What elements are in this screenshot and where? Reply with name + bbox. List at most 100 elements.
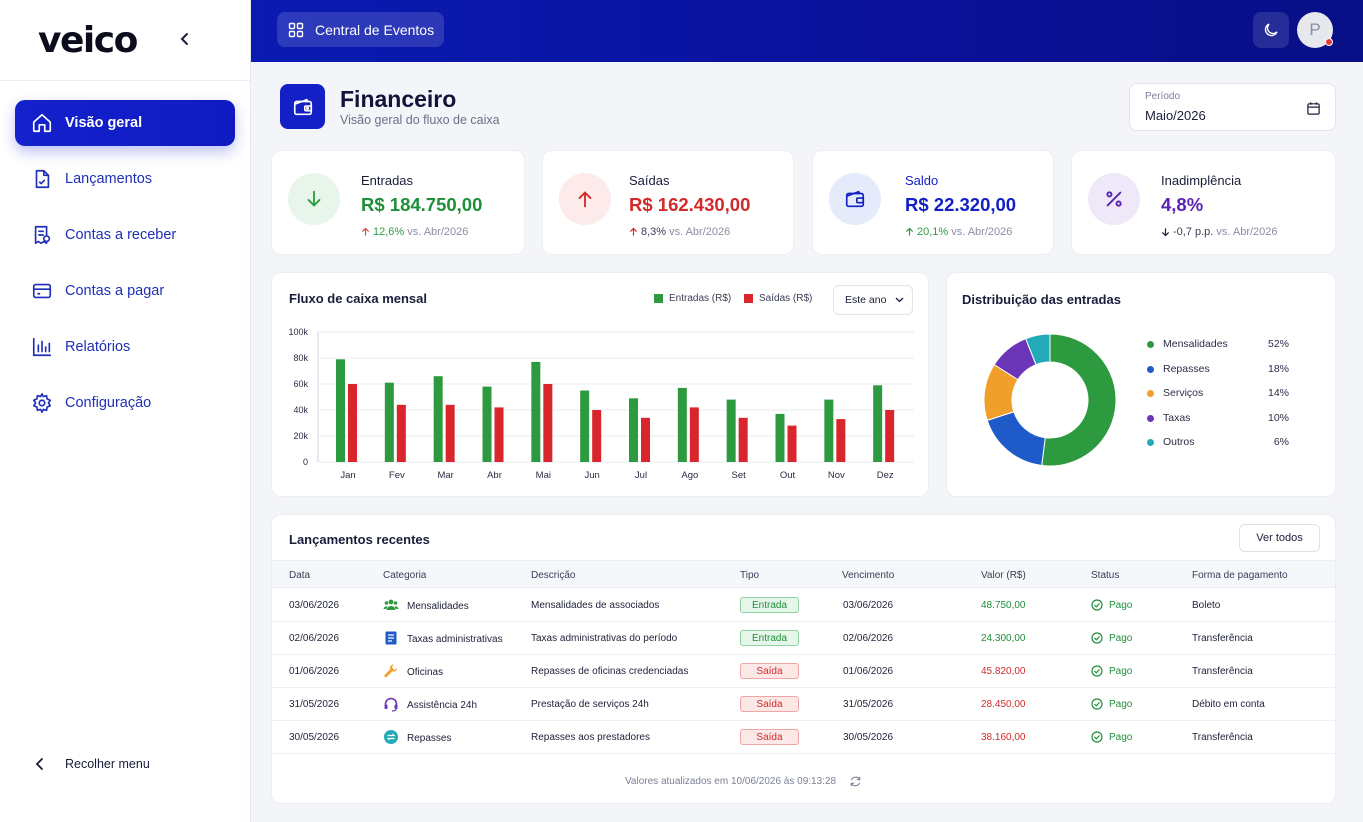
table-row[interactable]: 30/05/2026 Repasses Repasses aos prestad… — [272, 721, 1335, 754]
view-all-button[interactable]: Ver todos — [1239, 524, 1320, 552]
kpi-title: Entradas — [361, 173, 414, 188]
bar-saidas[interactable] — [592, 410, 602, 462]
sidebar-item-configuracao[interactable]: Configuração — [15, 380, 235, 426]
cell-date: 31/05/2026 — [289, 699, 340, 710]
status-badge: Pago — [1091, 731, 1132, 743]
user-avatar[interactable]: P — [1297, 12, 1333, 48]
bar-entradas[interactable] — [433, 376, 443, 462]
table-row[interactable]: 01/06/2026 Oficinas Repasses de oficinas… — [272, 655, 1335, 688]
sidebar-item-relatorios[interactable]: Relatórios — [15, 324, 235, 370]
bar-entradas[interactable] — [677, 387, 687, 462]
theme-toggle-button[interactable] — [1253, 12, 1289, 48]
category-label: Mensalidades — [407, 601, 469, 613]
distribution-label: Serviços — [1163, 387, 1204, 399]
sidebar-item-lancamentos[interactable]: Lançamentos — [15, 156, 235, 202]
cell-payment-method: Débito em conta — [1192, 699, 1265, 710]
distribution-pct: 14% — [1267, 387, 1289, 399]
table-row[interactable]: 03/06/2026 Mensalidades Mensalidades de … — [272, 589, 1335, 622]
cell-date: 03/06/2026 — [289, 600, 340, 611]
column-header[interactable]: Valor (R$) — [981, 570, 1026, 581]
table-row[interactable]: 02/06/2026 Taxas administrativas Taxas a… — [272, 622, 1335, 655]
bar-saidas[interactable] — [689, 407, 699, 462]
chevron-down-icon — [895, 297, 904, 303]
bar-saidas[interactable] — [543, 384, 553, 462]
kpi-delta-value: -0,7 p.p. — [1173, 226, 1214, 238]
cell-payment-method: Boleto — [1192, 600, 1221, 611]
column-header[interactable]: Vencimento — [842, 570, 895, 581]
cell-category: Mensalidades — [383, 599, 469, 613]
receivable-icon — [31, 224, 53, 246]
bar-entradas[interactable] — [531, 361, 541, 462]
table-row[interactable]: 31/05/2026 Assistência 24h Prestação de … — [272, 688, 1335, 721]
bar-saidas[interactable] — [348, 384, 357, 462]
bar-saidas[interactable] — [738, 417, 748, 462]
sidebar-item-visao-geral[interactable]: Visão geral — [15, 100, 235, 146]
bar-entradas[interactable] — [824, 399, 834, 462]
x-tick-label: Jun — [585, 470, 600, 481]
sidebar-item-label: Contas a receber — [65, 227, 177, 243]
wrench-icon — [384, 664, 398, 678]
home-icon — [31, 112, 53, 134]
cell-value: 24.300,00 — [981, 633, 1026, 644]
distribution-donut-chart — [983, 333, 1117, 467]
cell-value: 28.450,00 — [981, 699, 1026, 710]
bar-saidas[interactable] — [494, 407, 504, 462]
x-tick-label: Set — [732, 470, 747, 481]
cell-payment-method: Transferência — [1192, 732, 1253, 743]
collapse-menu-button[interactable]: Recolher menu — [33, 756, 150, 772]
bar-saidas[interactable] — [787, 425, 797, 462]
chart-title: Fluxo de caixa mensal — [289, 291, 428, 306]
donut-slice[interactable] — [986, 411, 1046, 467]
distribution-card: Distribuição das entradas Mensalidades 52… — [946, 272, 1336, 497]
kpi-title: Saldo — [905, 173, 939, 188]
bar-entradas[interactable] — [336, 359, 345, 462]
bar-saidas[interactable] — [885, 410, 895, 462]
bar-entradas[interactable] — [775, 413, 785, 462]
donut-slice[interactable] — [1041, 333, 1117, 467]
bar-saidas[interactable] — [836, 419, 846, 462]
bar-saidas[interactable] — [445, 404, 455, 462]
sidebar-item-contas-receber[interactable]: Contas a receber — [15, 212, 235, 258]
cell-due-date: 01/06/2026 — [843, 666, 894, 677]
donut-slice[interactable] — [1025, 333, 1051, 366]
bar-entradas[interactable] — [580, 390, 590, 463]
kpi-delta-value: 20,1% — [917, 226, 949, 238]
kpi-value: R$ 22.320,00 — [905, 194, 1017, 215]
bar-saidas[interactable] — [396, 404, 406, 462]
column-header[interactable]: Data — [289, 570, 311, 581]
kpi-title: Inadimplência — [1161, 173, 1242, 188]
column-header[interactable]: Descrição — [531, 570, 576, 581]
refresh-icon[interactable] — [849, 775, 862, 788]
bar-entradas[interactable] — [384, 382, 394, 462]
bar-entradas[interactable] — [873, 385, 883, 462]
last-updated-note: Valores atualizados em 10/06/2026 às 09:… — [625, 775, 862, 788]
column-header[interactable]: Status — [1091, 570, 1120, 581]
category-label: Taxas administrativas — [407, 634, 503, 646]
legend-entradas: Entradas (R$) — [654, 293, 731, 304]
brand-logo[interactable]: veico — [38, 19, 138, 61]
users-icon — [383, 599, 399, 610]
column-header[interactable]: Forma de pagamento — [1192, 570, 1288, 581]
arrow-up-icon — [559, 173, 611, 225]
column-header[interactable]: Categoria — [383, 570, 427, 581]
period-picker[interactable]: Período Maio/2026 — [1129, 83, 1336, 131]
period-filter-select[interactable]: Este ano — [833, 285, 913, 315]
type-badge: Entrada — [740, 597, 799, 613]
sidebar-item-contas-pagar[interactable]: Contas a pagar — [15, 268, 235, 314]
column-header[interactable]: Tipo — [740, 570, 760, 581]
check-circle-icon — [1091, 599, 1103, 611]
bar-entradas[interactable] — [726, 399, 736, 462]
bar-saidas[interactable] — [641, 417, 650, 462]
sidebar: veico Visão geral Lançamentos Contas a r… — [0, 0, 251, 822]
sidebar-item-label: Lançamentos — [65, 171, 153, 187]
last-updated-label: Valores atualizados em 10/06/2026 às 09:… — [625, 776, 837, 787]
distribution-pct: 10% — [1267, 412, 1289, 424]
cell-due-date: 03/06/2026 — [843, 600, 894, 611]
chevron-left-icon[interactable] — [178, 30, 192, 48]
sidebar-item-label: Configuração — [65, 395, 152, 411]
event-center-button[interactable]: Central de Eventos — [277, 12, 444, 47]
cell-payment-method: Transferência — [1192, 666, 1253, 677]
bar-entradas[interactable] — [482, 386, 492, 462]
bar-entradas[interactable] — [629, 398, 638, 462]
page-subtitle: Visão geral do fluxo de caixa — [340, 113, 500, 127]
